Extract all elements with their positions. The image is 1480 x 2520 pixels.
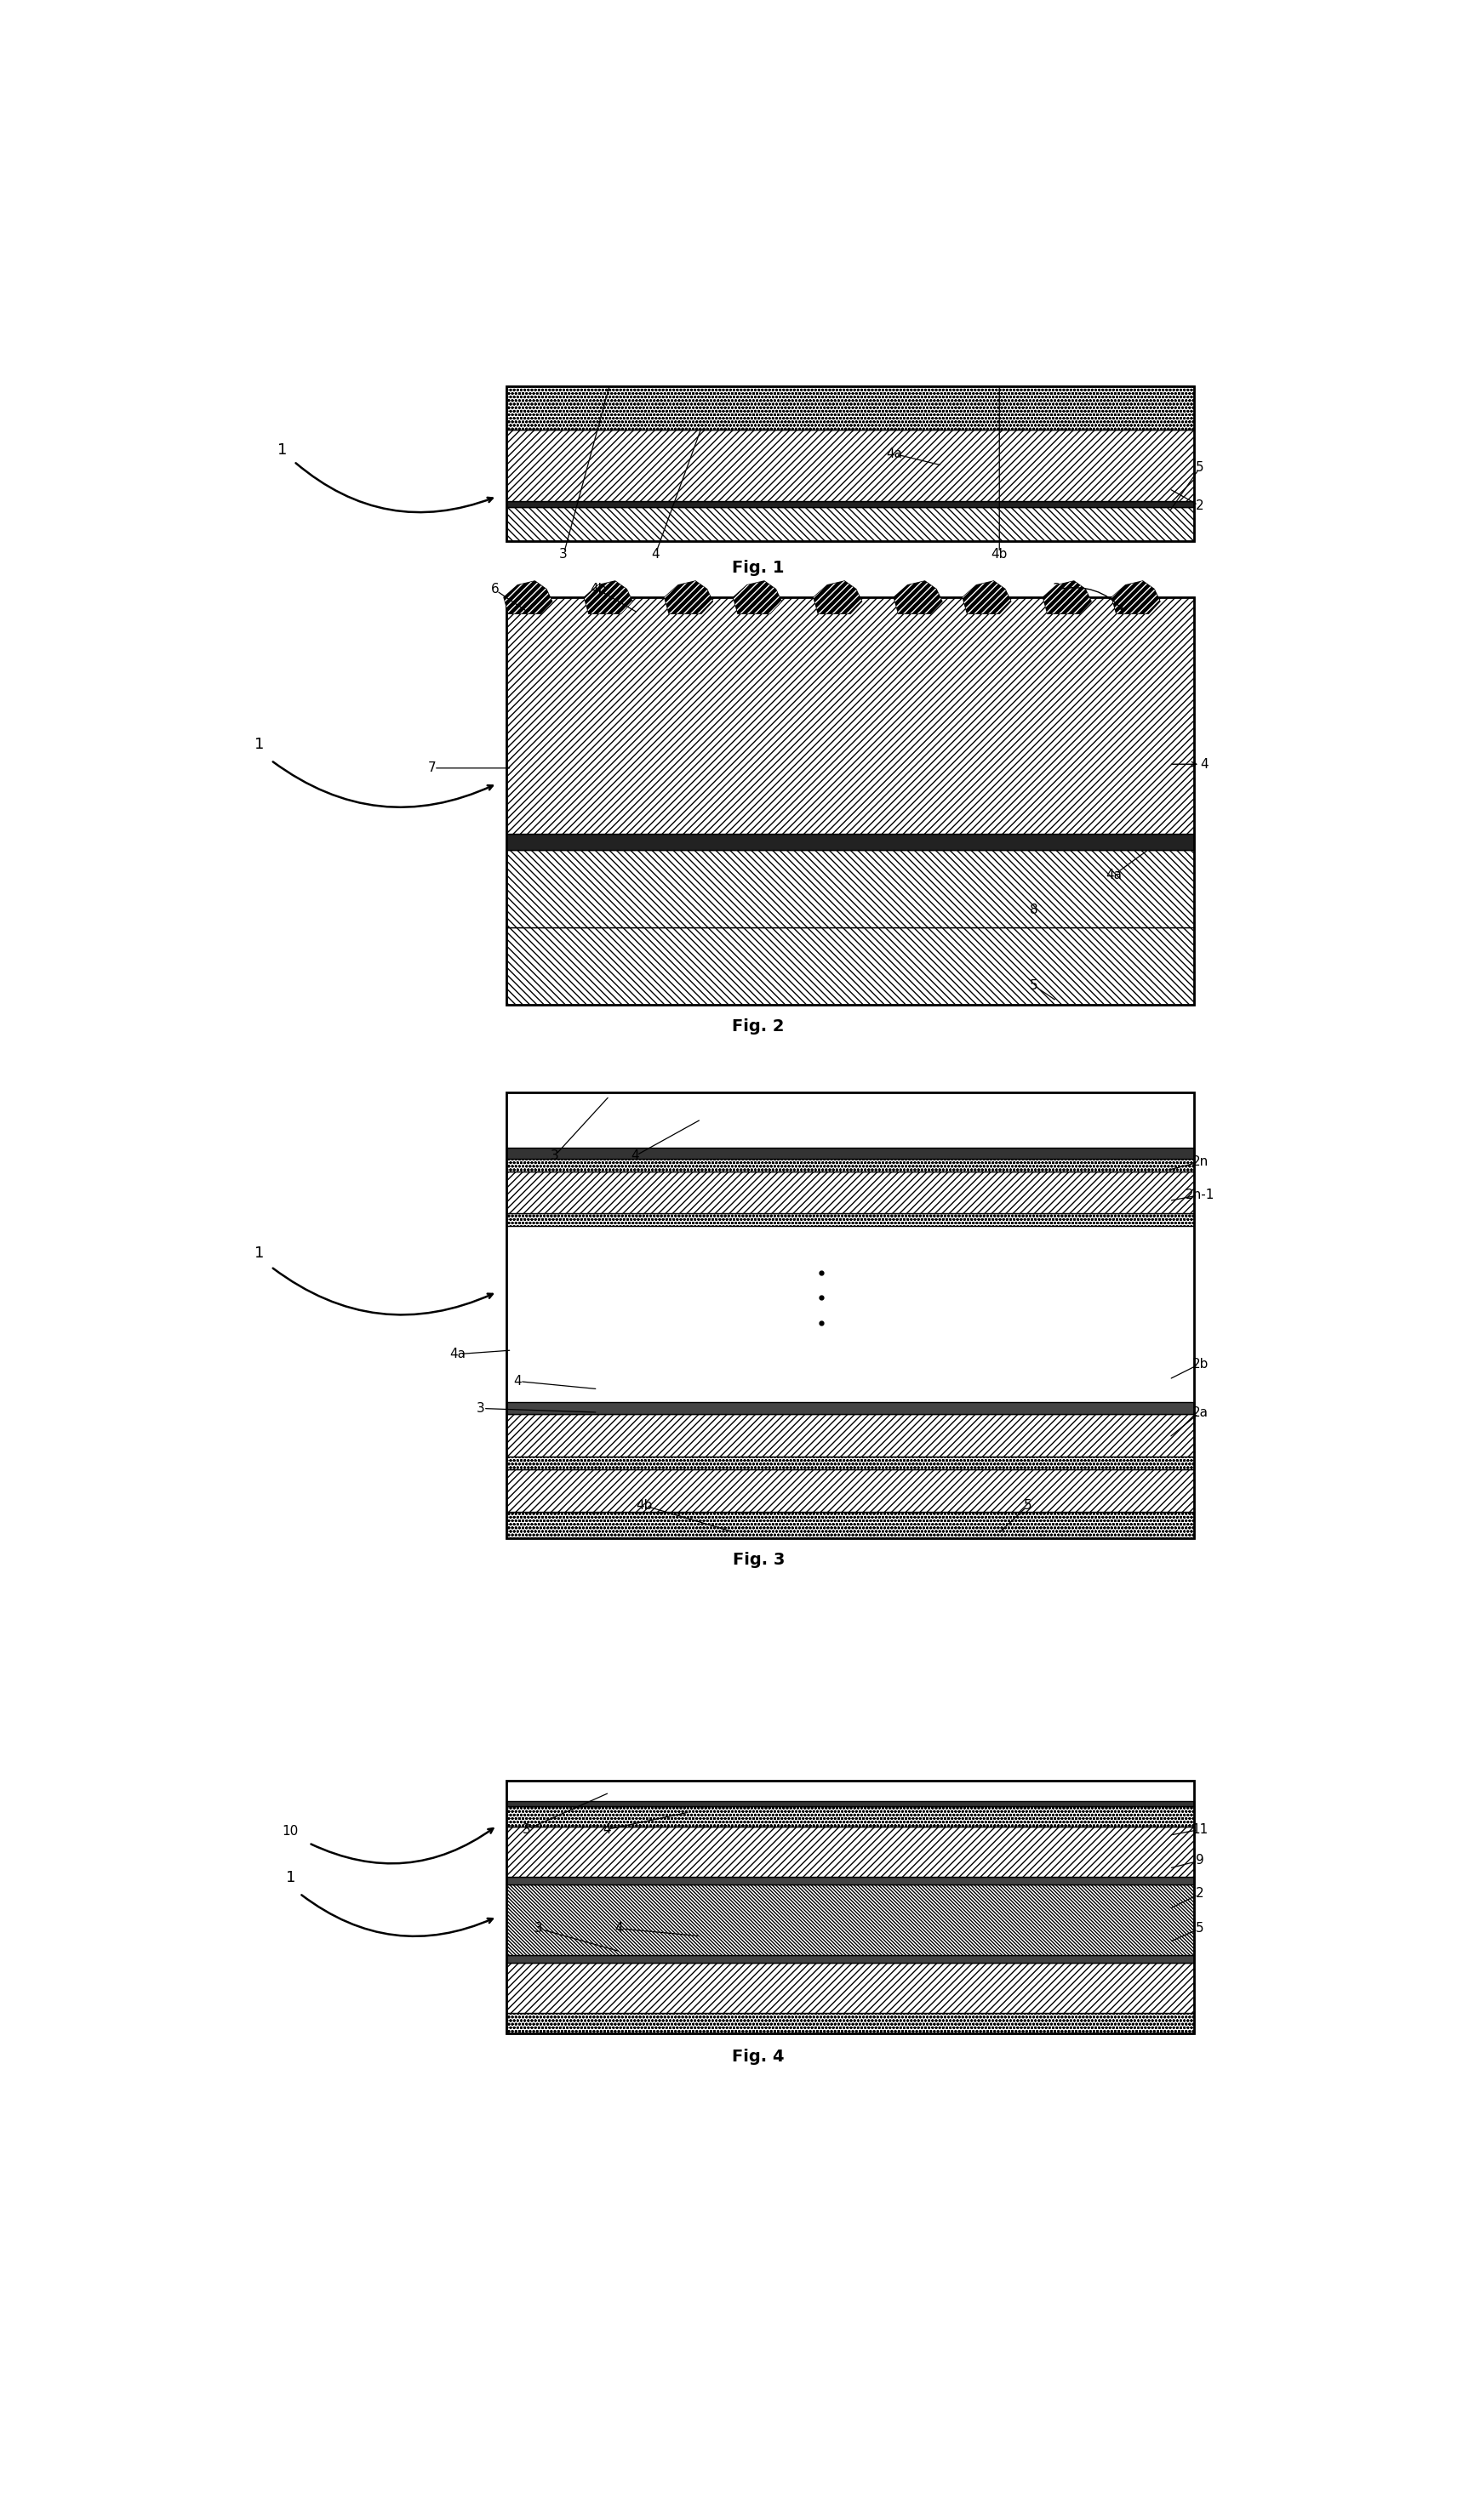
Text: 5: 5 <box>1030 980 1037 993</box>
Text: 4: 4 <box>614 1923 623 1935</box>
Bar <box>506 927 1194 1005</box>
Text: 1: 1 <box>255 1245 265 1260</box>
Bar <box>506 1147 1194 1159</box>
Bar <box>506 1091 1194 1537</box>
Bar <box>506 1807 1194 1827</box>
Text: 4a: 4a <box>450 1348 466 1361</box>
Text: 4b: 4b <box>992 549 1008 562</box>
Text: 5: 5 <box>1024 1499 1032 1512</box>
Bar <box>506 1963 1194 2013</box>
Text: Fig. 4: Fig. 4 <box>733 2049 784 2064</box>
Text: 10: 10 <box>283 1824 299 1837</box>
Text: Fig. 2: Fig. 2 <box>733 1018 784 1033</box>
Polygon shape <box>1043 582 1091 615</box>
Text: 4: 4 <box>602 1822 611 1837</box>
Bar <box>506 1877 1194 1885</box>
Polygon shape <box>585 582 632 615</box>
Text: 3: 3 <box>551 1149 558 1162</box>
Bar <box>506 597 1194 834</box>
Bar <box>506 507 1194 542</box>
Bar <box>506 1469 1194 1512</box>
Bar <box>506 1401 1194 1414</box>
Text: 4a: 4a <box>885 449 901 461</box>
Text: 9: 9 <box>1196 1855 1205 1867</box>
Bar <box>506 1159 1194 1172</box>
Bar <box>506 1172 1194 1215</box>
Text: 4: 4 <box>630 1149 639 1162</box>
Text: 3: 3 <box>1052 582 1061 595</box>
Bar <box>506 386 1194 542</box>
Polygon shape <box>665 582 713 615</box>
Bar <box>506 1414 1194 1457</box>
Polygon shape <box>503 582 552 615</box>
Text: Fig. 3: Fig. 3 <box>733 1552 784 1567</box>
Bar <box>506 597 1194 1005</box>
Polygon shape <box>962 582 1011 615</box>
Text: 3: 3 <box>477 1401 485 1414</box>
Bar <box>506 1782 1194 2034</box>
Text: 2: 2 <box>1196 499 1205 512</box>
Text: 2a: 2a <box>1191 1406 1208 1419</box>
Text: 4a: 4a <box>1106 869 1122 882</box>
Text: 4: 4 <box>651 549 660 562</box>
Bar <box>506 2013 1194 2034</box>
Polygon shape <box>1111 582 1160 615</box>
Text: 2b: 2b <box>1191 1358 1208 1371</box>
Bar <box>506 1885 1194 1956</box>
Text: 11: 11 <box>1191 1822 1208 1837</box>
Bar <box>506 849 1194 927</box>
Bar <box>506 428 1194 501</box>
Polygon shape <box>894 582 943 615</box>
Text: 4: 4 <box>514 1376 522 1389</box>
Text: 4b: 4b <box>589 582 607 595</box>
Text: 5: 5 <box>1196 461 1205 474</box>
Text: 2n: 2n <box>1191 1157 1208 1169</box>
Text: 1: 1 <box>286 1870 296 1885</box>
Text: 3: 3 <box>534 1923 543 1935</box>
Text: 7: 7 <box>428 761 435 774</box>
Text: 2n-1: 2n-1 <box>1185 1189 1215 1202</box>
Text: 6: 6 <box>490 582 499 595</box>
Bar <box>506 1457 1194 1469</box>
Text: Fig. 1: Fig. 1 <box>733 559 784 577</box>
Text: 1: 1 <box>278 441 287 459</box>
Bar <box>506 1802 1194 1807</box>
Text: 2: 2 <box>1196 1887 1205 1900</box>
Bar <box>506 1215 1194 1227</box>
Text: 3: 3 <box>559 549 568 562</box>
Text: 1: 1 <box>255 738 265 753</box>
Bar <box>506 1956 1194 1963</box>
Bar <box>506 501 1194 507</box>
Bar <box>506 1512 1194 1537</box>
Text: 8: 8 <box>1030 902 1037 917</box>
Bar <box>506 386 1194 428</box>
Text: 3: 3 <box>522 1822 531 1837</box>
Text: 4: 4 <box>1200 759 1208 771</box>
Bar <box>506 1827 1194 1877</box>
Polygon shape <box>733 582 781 615</box>
Text: 5: 5 <box>1196 1923 1205 1935</box>
Polygon shape <box>814 582 861 615</box>
Bar <box>506 834 1194 849</box>
Text: 4b: 4b <box>635 1499 653 1512</box>
